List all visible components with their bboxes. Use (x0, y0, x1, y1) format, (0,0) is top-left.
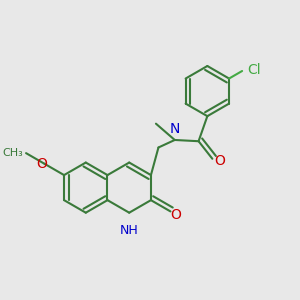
Text: CH₃: CH₃ (2, 148, 23, 158)
Text: N: N (169, 122, 180, 136)
Text: O: O (214, 154, 225, 168)
Text: NH: NH (120, 224, 139, 237)
Text: O: O (36, 157, 47, 171)
Text: O: O (170, 208, 181, 222)
Text: Cl: Cl (247, 63, 261, 77)
